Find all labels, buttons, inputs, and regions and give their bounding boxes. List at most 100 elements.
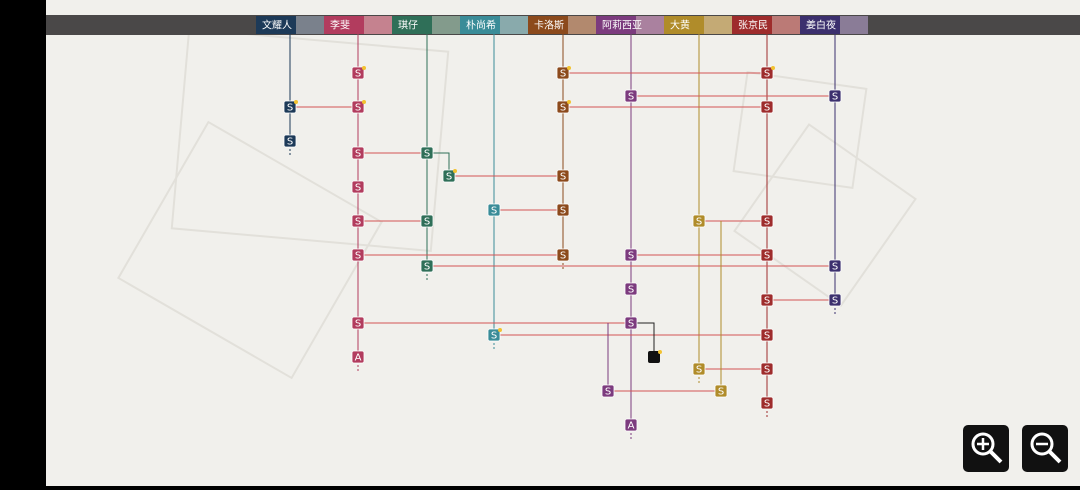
node-label: S bbox=[764, 217, 770, 228]
story-node[interactable] bbox=[442, 169, 456, 183]
story-node[interactable] bbox=[760, 328, 774, 342]
story-node[interactable] bbox=[351, 100, 365, 114]
story-node[interactable] bbox=[760, 214, 774, 228]
story-node[interactable] bbox=[556, 100, 570, 114]
story-node[interactable] bbox=[487, 328, 501, 342]
node-label: S bbox=[764, 296, 770, 307]
star-badge bbox=[362, 66, 366, 70]
story-node[interactable] bbox=[351, 66, 365, 80]
node-label: S bbox=[764, 365, 770, 376]
star-badge bbox=[771, 66, 775, 70]
star-badge bbox=[362, 100, 366, 104]
story-node[interactable] bbox=[760, 293, 774, 307]
portrait bbox=[636, 16, 664, 34]
node-label: S bbox=[832, 262, 838, 273]
portrait bbox=[772, 16, 800, 34]
node-label: S bbox=[628, 251, 634, 262]
story-node[interactable] bbox=[283, 134, 297, 148]
character-name: 阿莉西亚 bbox=[602, 20, 642, 32]
story-node[interactable] bbox=[760, 248, 774, 262]
node-label: S bbox=[355, 69, 361, 80]
star-badge bbox=[498, 328, 502, 332]
node-label: S bbox=[491, 206, 497, 217]
node-label: S bbox=[628, 319, 634, 330]
character-tabs: 文耀人 李斐 琪仔 朴尚希 卡洛斯 阿莉西亚 大黄 张京民 姜白夜 bbox=[256, 16, 868, 34]
node-label: S bbox=[764, 399, 770, 410]
node-label: S bbox=[832, 296, 838, 307]
node-label: A bbox=[628, 421, 635, 432]
story-node[interactable] bbox=[556, 203, 570, 217]
decor bbox=[117, 27, 917, 380]
story-node[interactable] bbox=[624, 89, 638, 103]
node-label: S bbox=[628, 285, 634, 296]
story-node[interactable] bbox=[351, 214, 365, 228]
story-node[interactable] bbox=[420, 259, 434, 273]
story-node[interactable] bbox=[760, 362, 774, 376]
story-node[interactable] bbox=[556, 66, 570, 80]
portrait bbox=[500, 16, 528, 34]
node-label: S bbox=[287, 137, 293, 148]
character-name: 大黄 bbox=[670, 19, 690, 32]
story-node[interactable] bbox=[624, 418, 638, 432]
story-node[interactable] bbox=[487, 203, 501, 217]
node-label: S bbox=[764, 103, 770, 114]
character-name: 琪仔 bbox=[398, 19, 418, 32]
star-badge bbox=[567, 100, 571, 104]
node-label: S bbox=[287, 103, 293, 114]
node-label: A bbox=[355, 353, 362, 364]
story-node[interactable] bbox=[601, 384, 615, 398]
character-name: 文耀人 bbox=[262, 19, 292, 32]
node-label: S bbox=[424, 262, 430, 273]
node-label: S bbox=[355, 103, 361, 114]
story-node[interactable] bbox=[351, 146, 365, 160]
portrait bbox=[568, 16, 596, 34]
node-label: S bbox=[764, 331, 770, 342]
portrait bbox=[840, 16, 868, 34]
story-node[interactable] bbox=[556, 248, 570, 262]
zoom-out[interactable] bbox=[1022, 425, 1068, 472]
node-label: S bbox=[560, 69, 566, 80]
story-node[interactable] bbox=[624, 282, 638, 296]
zoom-in[interactable] bbox=[963, 425, 1009, 472]
node-label: S bbox=[832, 92, 838, 103]
node-label: S bbox=[560, 172, 566, 183]
story-node[interactable] bbox=[624, 316, 638, 330]
story-node[interactable] bbox=[692, 362, 706, 376]
node-label: S bbox=[696, 217, 702, 228]
story-node[interactable] bbox=[760, 396, 774, 410]
story-node[interactable] bbox=[760, 100, 774, 114]
portrait bbox=[432, 16, 460, 34]
story-node[interactable] bbox=[624, 248, 638, 262]
character-name: 姜白夜 bbox=[806, 19, 836, 32]
story-node[interactable] bbox=[351, 316, 365, 330]
node-label: S bbox=[355, 149, 361, 160]
node-label: S bbox=[696, 365, 702, 376]
nodes: S S S S S S S A S S S S S S S S S S S S S S S S S A S S S S S S S S S S S S S S… bbox=[283, 66, 842, 432]
character-name: 朴尚希 bbox=[466, 19, 496, 32]
story-node[interactable] bbox=[420, 146, 434, 160]
story-node[interactable] bbox=[283, 100, 297, 114]
story-node[interactable] bbox=[351, 350, 365, 364]
story-node[interactable] bbox=[828, 89, 842, 103]
portrait bbox=[704, 16, 732, 34]
node-label: S bbox=[355, 251, 361, 262]
story-node[interactable] bbox=[351, 180, 365, 194]
story-node[interactable] bbox=[420, 214, 434, 228]
story-node[interactable] bbox=[828, 293, 842, 307]
node-label: S bbox=[628, 92, 634, 103]
story-node[interactable] bbox=[760, 66, 774, 80]
node-label: S bbox=[355, 183, 361, 194]
story-node[interactable] bbox=[714, 384, 728, 398]
story-node[interactable] bbox=[351, 248, 365, 262]
node-label: S bbox=[355, 319, 361, 330]
portrait bbox=[296, 16, 324, 34]
locked-node[interactable] bbox=[648, 351, 660, 363]
node-label: S bbox=[355, 217, 361, 228]
story-node[interactable] bbox=[692, 214, 706, 228]
story-node[interactable] bbox=[556, 169, 570, 183]
node-label: S bbox=[424, 217, 430, 228]
story-node[interactable] bbox=[828, 259, 842, 273]
branch-line bbox=[427, 152, 450, 176]
node-label: S bbox=[764, 251, 770, 262]
